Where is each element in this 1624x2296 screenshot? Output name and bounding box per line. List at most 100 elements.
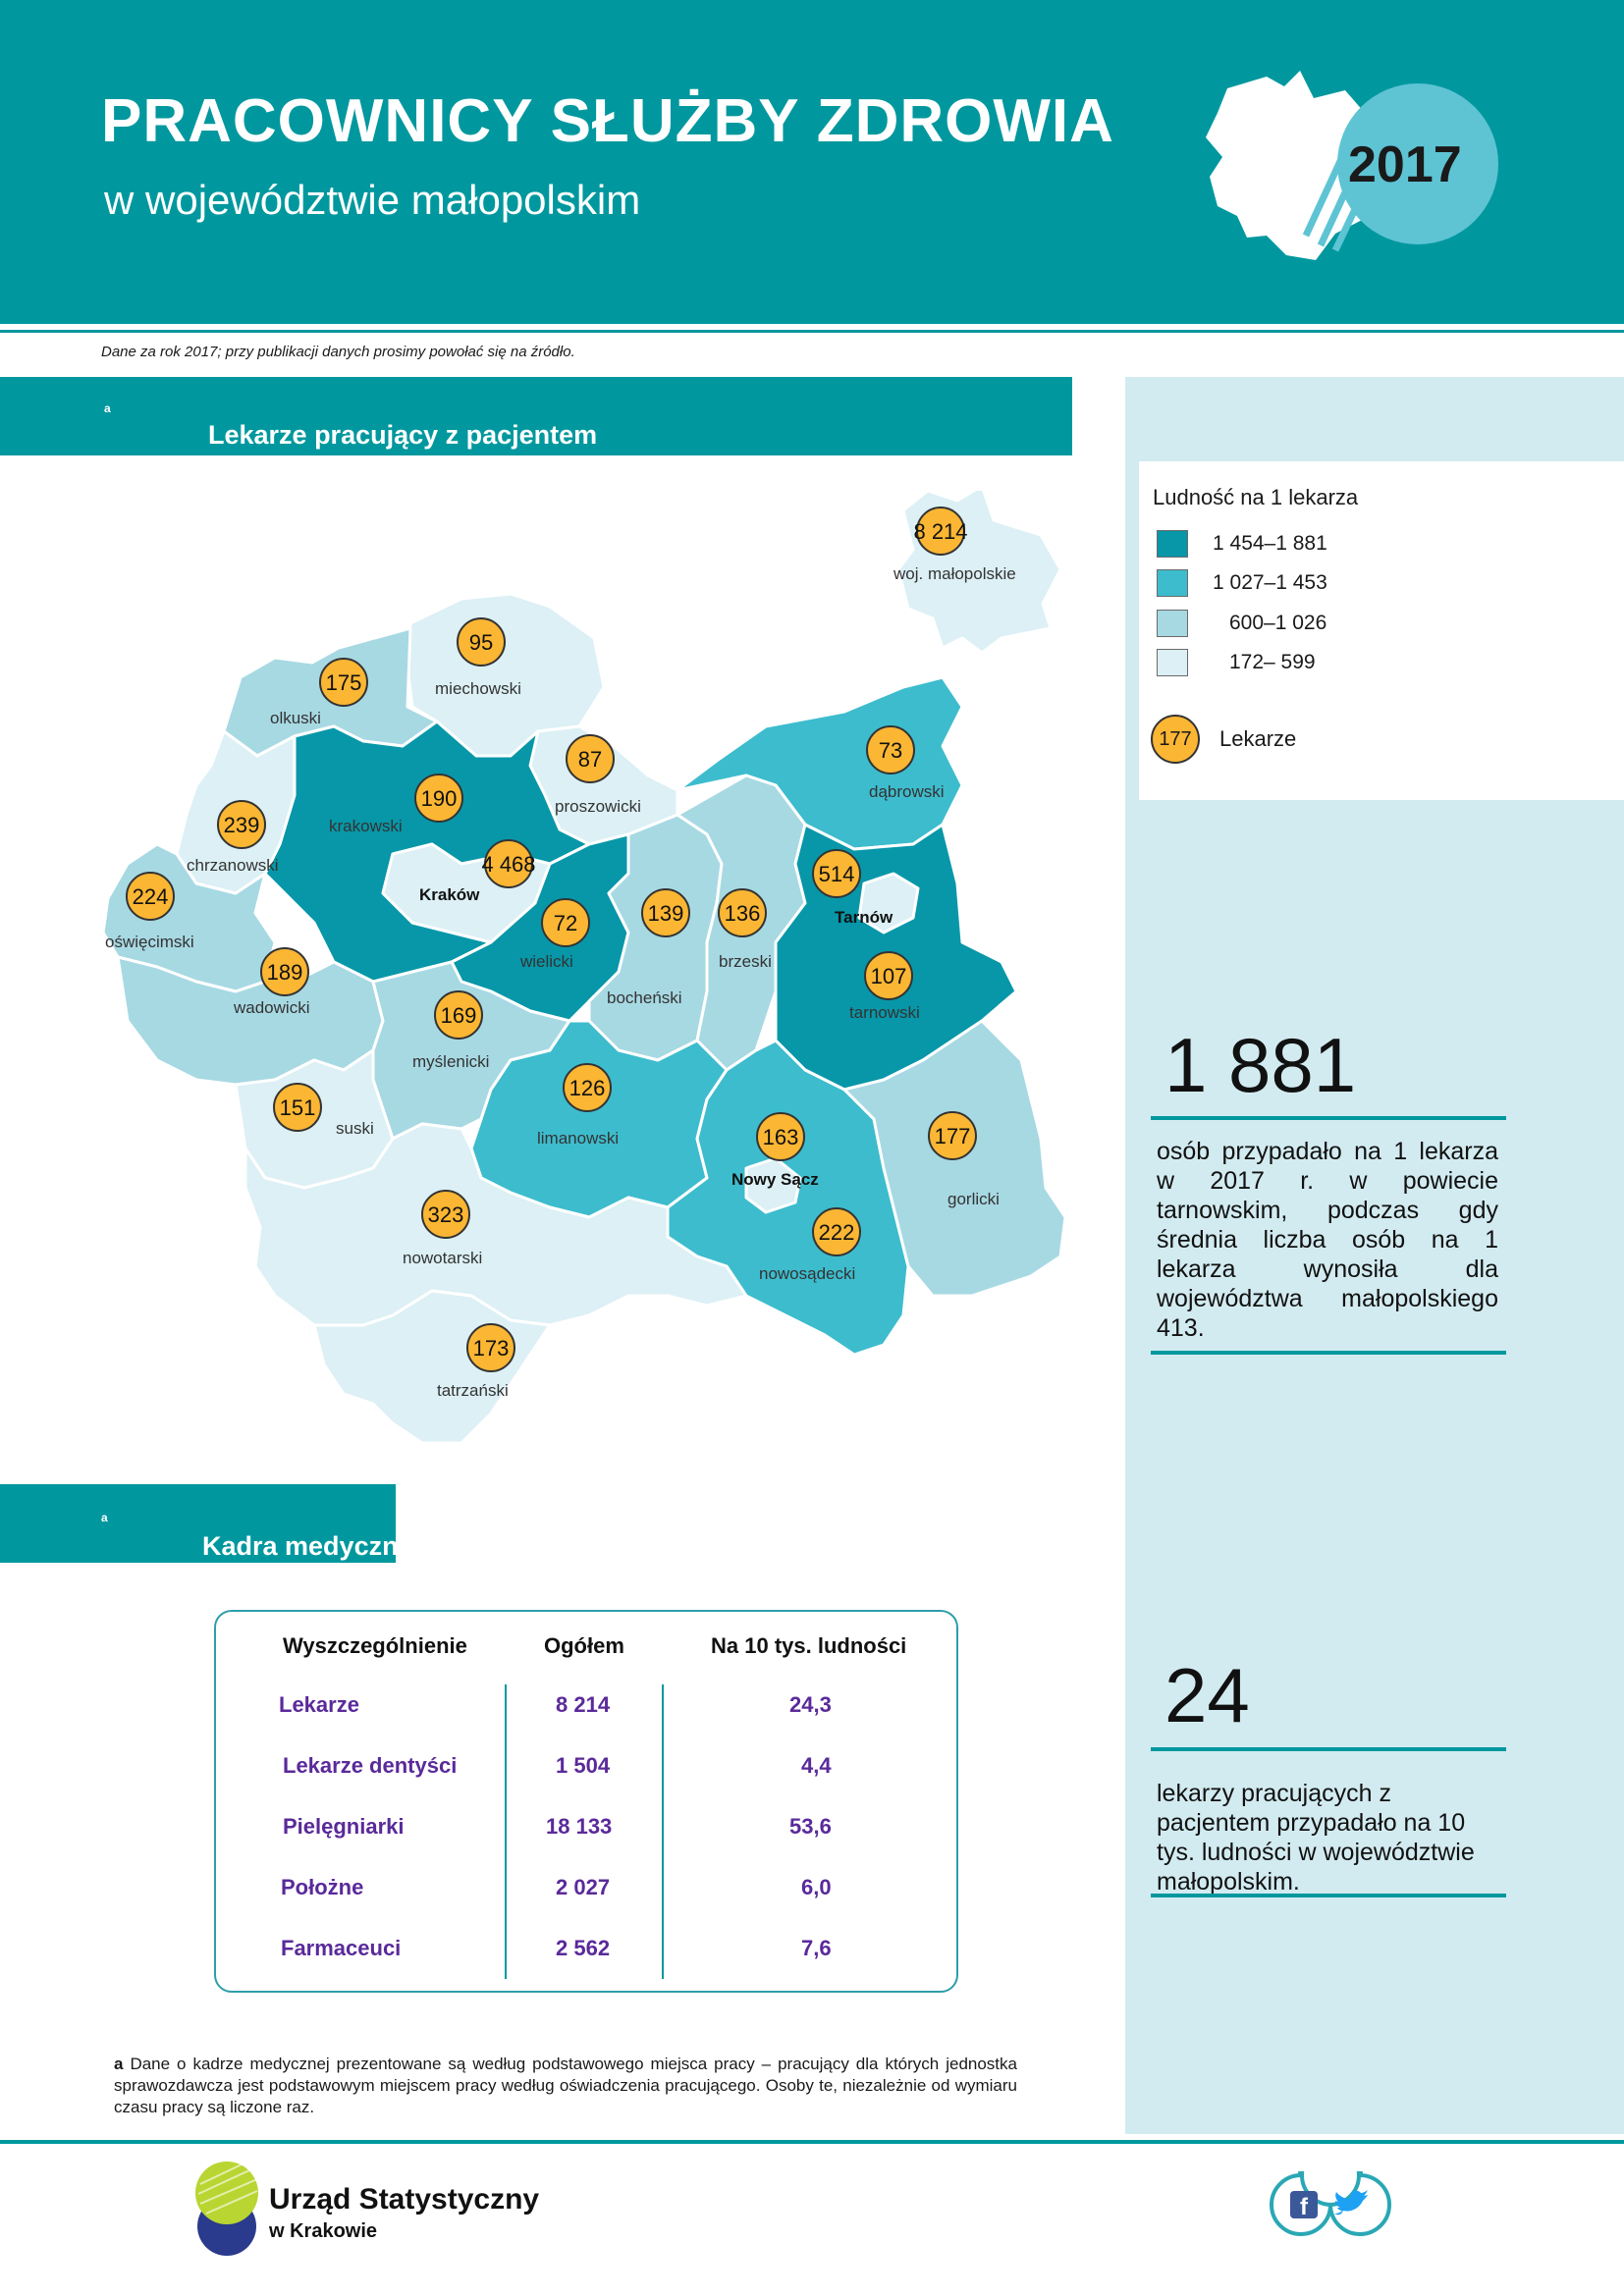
- table-cell: 18 133: [546, 1814, 613, 1839]
- table-cell: 7,6: [801, 1936, 832, 1960]
- bubble: 514: [812, 849, 861, 898]
- office-logo-icon: [195, 2162, 258, 2256]
- logo-name: Urząd Statystyczny: [269, 2183, 540, 2216]
- stat-number: 24: [1164, 1652, 1250, 1738]
- bubble: 190: [414, 774, 463, 823]
- footnote-marker: a: [101, 1511, 108, 1524]
- district-label: wadowicki: [233, 998, 309, 1017]
- bubble-value: 8 214: [913, 519, 967, 544]
- page-title: PRACOWNICY SŁUŻBY ZDROWIA: [101, 87, 1114, 155]
- bubble-value: 87: [578, 747, 602, 772]
- section-title-bar: Lekarze pracujący z pacjentem a: [0, 377, 1072, 455]
- bubble-value: 190: [421, 786, 458, 811]
- footnote: a Dane o kadrze medycznej prezentowane s…: [114, 2054, 1017, 2118]
- legend-swatch: [1157, 649, 1188, 676]
- table-cell: Farmaceuci: [281, 1936, 402, 1960]
- city-label: Kraków: [419, 885, 480, 904]
- table-cell: 2 027: [556, 1875, 611, 1899]
- district-label: nowotarski: [403, 1249, 482, 1267]
- bubble: 136: [718, 888, 767, 937]
- stat-number: 1 881: [1164, 1022, 1357, 1108]
- bubble: 126: [563, 1063, 612, 1112]
- bubble: 177: [928, 1111, 977, 1160]
- bubble: 72: [541, 898, 590, 947]
- table-cell: Położne: [281, 1875, 364, 1899]
- legend-swatch: [1157, 530, 1188, 558]
- bubble: 151: [273, 1083, 322, 1132]
- divider: [0, 2140, 1624, 2144]
- district-label: brzeski: [719, 952, 772, 971]
- bubble-value: 72: [554, 911, 577, 935]
- bubble: 222: [812, 1207, 861, 1256]
- district-label: proszowicki: [555, 797, 641, 816]
- bubble-value: 73: [879, 738, 902, 763]
- district-label: tatrzański: [437, 1381, 509, 1400]
- divider: [1151, 1116, 1506, 1120]
- facebook-icon[interactable]: f: [1290, 2191, 1318, 2220]
- region-label: woj. małopolskie: [893, 564, 1016, 583]
- medical-staff-table: Wyszczególnienie Ogółem Na 10 tys. ludno…: [214, 1610, 958, 1993]
- bubble-value: 126: [569, 1076, 606, 1100]
- bubble-value: 189: [267, 960, 303, 985]
- bubble-value: 323: [428, 1202, 464, 1227]
- logo-subtitle: w Krakowie: [269, 2220, 378, 2242]
- table-cell: Pielęgniarki: [283, 1814, 405, 1839]
- year-circle: [1337, 83, 1498, 244]
- city-label: Nowy Sącz: [731, 1170, 819, 1189]
- district-label: olkuski: [270, 709, 321, 727]
- bubble-value: 173: [473, 1336, 510, 1361]
- legend-circle-label: Lekarze: [1219, 726, 1297, 751]
- bubble: 239: [217, 800, 266, 849]
- district-map: woj. małopolskie miechowski olkuski pros…: [101, 491, 1067, 1445]
- district-label: chrzanowski: [187, 856, 279, 875]
- legend-title: Ludność na 1 lekarza: [1153, 485, 1359, 509]
- legend-swatch: [1157, 610, 1188, 637]
- social-links: f: [1270, 2171, 1391, 2236]
- legend-label: 1 027–1 453: [1213, 571, 1327, 594]
- table-header: Wyszczególnienie: [283, 1633, 467, 1658]
- bubble-value: 239: [224, 813, 260, 837]
- bubble-value: 4 468: [481, 852, 535, 877]
- section-title: Lekarze pracujący z pacjentem: [208, 420, 598, 450]
- bubble: 107: [864, 951, 913, 1000]
- column-divider: [505, 1684, 507, 1979]
- footnote-marker: a: [104, 401, 111, 415]
- table-header: Na 10 tys. ludności: [711, 1633, 907, 1658]
- table-cell: Lekarze: [279, 1692, 359, 1717]
- table-cell: 1 504: [556, 1753, 611, 1778]
- district-label: bocheński: [607, 988, 682, 1007]
- table-cell: 24,3: [789, 1692, 832, 1717]
- bubble-value: 151: [280, 1095, 316, 1120]
- section-title: Kadra medyczna: [202, 1531, 413, 1561]
- bubble: 163: [756, 1112, 805, 1161]
- bubble: 95: [457, 617, 506, 667]
- district-label: krakowski: [329, 817, 403, 835]
- bubble-value: 222: [819, 1220, 855, 1245]
- district-label: myślenicki: [412, 1052, 489, 1071]
- svg-text:f: f: [1300, 2194, 1309, 2220]
- footnote-marker: a: [114, 2055, 124, 2073]
- legend-label: 600–1 026: [1229, 612, 1327, 634]
- map-legend: Ludność na 1 lekarza 1 454–1 881 1 027–1…: [1139, 461, 1624, 800]
- page-subtitle: w województwie małopolskim: [104, 177, 641, 223]
- bubble: 73: [866, 725, 915, 774]
- table-cell: 8 214: [556, 1692, 611, 1717]
- table-cell: 6,0: [801, 1875, 832, 1899]
- divider: [0, 330, 1624, 333]
- bubble-value: 95: [469, 630, 493, 655]
- district-label: limanowski: [537, 1129, 619, 1148]
- column-divider: [662, 1684, 664, 1979]
- source-note: Dane za rok 2017; przy publikacji danych…: [101, 344, 575, 360]
- table-cell: 53,6: [789, 1814, 832, 1839]
- district-label: oświęcimski: [105, 933, 194, 951]
- twitter-icon[interactable]: [1334, 2190, 1368, 2216]
- bubble: 173: [466, 1323, 515, 1372]
- divider: [1151, 1351, 1506, 1355]
- section-title-bar: Kadra medyczna a: [0, 1484, 413, 1563]
- bubble-value: 177: [935, 1124, 971, 1148]
- table-header: Ogółem: [544, 1633, 624, 1658]
- legend-circle: 177: [1151, 715, 1200, 764]
- bubble-value: 136: [725, 901, 761, 926]
- bubble: 87: [566, 734, 615, 783]
- district-shape-tarnow: [857, 872, 920, 934]
